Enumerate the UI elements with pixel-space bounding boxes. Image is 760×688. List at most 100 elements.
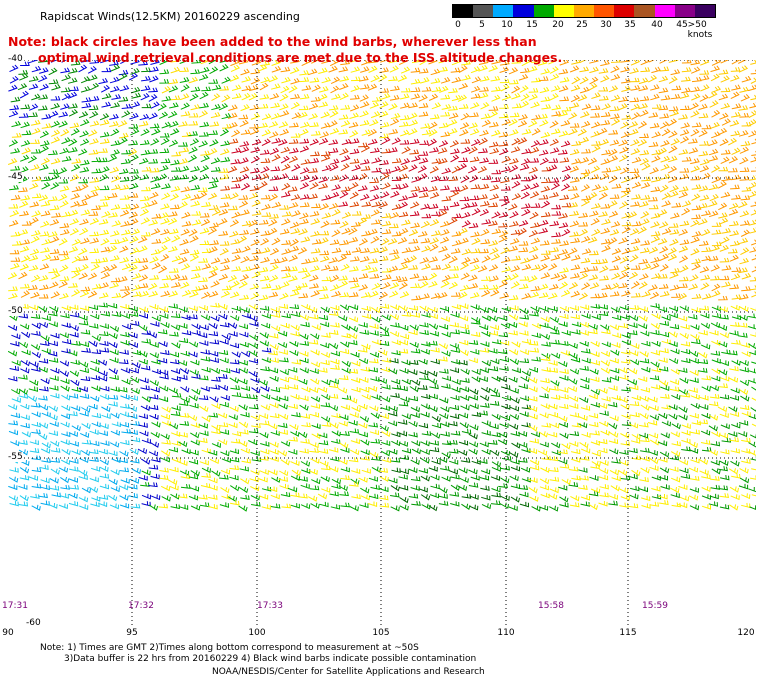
wind-barb — [331, 478, 341, 485]
wind-barb — [90, 440, 100, 447]
wind-barb — [670, 69, 681, 76]
lon-label-120: 120 — [737, 628, 755, 638]
wind-barb — [39, 464, 49, 470]
wind-barb — [129, 247, 140, 255]
wind-barb — [280, 440, 291, 447]
wind-barb — [150, 249, 161, 256]
wind-barb — [659, 380, 669, 387]
wind-barb — [441, 452, 451, 459]
wind-barb — [28, 304, 39, 311]
wind-barb — [480, 341, 490, 348]
wind-barb — [458, 412, 469, 419]
wind-barb — [31, 210, 42, 218]
wind-barb — [310, 96, 321, 102]
wind-barb — [180, 84, 190, 92]
wind-barb — [349, 148, 360, 155]
wind-barb — [441, 253, 451, 261]
wind-barb — [521, 338, 532, 345]
wind-barb — [328, 65, 338, 73]
wind-barb — [190, 504, 201, 511]
wind-barb — [321, 332, 331, 338]
wind-barb — [119, 349, 129, 355]
wind-barb — [648, 141, 659, 148]
wind-barb — [478, 284, 489, 290]
wind-barb — [431, 158, 442, 164]
wind-barb — [110, 140, 121, 146]
wind-barb — [30, 493, 40, 499]
wind-barb — [280, 281, 290, 289]
wind-barb — [317, 386, 328, 393]
wind-barb — [479, 347, 490, 353]
wind-barb — [208, 79, 219, 84]
wind-barb — [311, 324, 321, 331]
wind-barb — [140, 385, 150, 391]
wind-barb — [708, 200, 718, 207]
wind-barb — [569, 165, 580, 173]
wind-barb — [428, 340, 438, 346]
wind-barb — [321, 165, 332, 172]
wind-barb — [140, 139, 150, 146]
wind-barb — [218, 422, 229, 428]
wind-barb — [109, 325, 119, 333]
wind-barb — [590, 341, 600, 348]
wind-barb — [168, 110, 178, 119]
wind-barb — [648, 450, 658, 456]
wind-barb — [399, 227, 409, 236]
wind-barb — [691, 76, 702, 83]
wind-barb — [219, 174, 230, 180]
wind-barb — [121, 229, 131, 236]
wind-barb — [89, 177, 100, 183]
wind-barb — [181, 211, 191, 219]
wind-barb — [491, 228, 502, 235]
wind-barb — [691, 339, 701, 345]
wind-barb — [398, 339, 408, 346]
wind-barb — [381, 168, 392, 174]
wind-barb — [198, 284, 209, 291]
wind-barb — [700, 343, 711, 350]
wind-barb — [638, 85, 649, 92]
wind-barb — [288, 275, 298, 282]
wind-barb — [480, 238, 491, 245]
wind-barb — [658, 366, 669, 372]
wind-barb — [651, 486, 661, 492]
wind-barb — [218, 217, 228, 226]
wind-barb — [429, 191, 440, 199]
wind-barb — [509, 112, 520, 118]
wind-barb — [728, 406, 738, 413]
wind-barb — [558, 85, 569, 92]
wind-barb — [488, 348, 498, 354]
wind-barb — [668, 145, 678, 154]
wind-barb — [458, 291, 468, 300]
wind-barb — [587, 157, 598, 166]
wind-barb — [619, 201, 629, 209]
wind-barb — [699, 395, 709, 401]
wind-barb — [240, 209, 250, 216]
wind-barb — [509, 349, 519, 356]
wind-barb — [518, 247, 529, 253]
wind-barb — [388, 265, 399, 273]
wind-barb — [351, 406, 361, 413]
wind-barb — [38, 105, 48, 111]
wind-barb — [628, 315, 639, 322]
wind-barb — [649, 465, 659, 472]
wind-barb — [639, 157, 650, 166]
wind-barb — [608, 237, 618, 245]
wind-barb — [318, 137, 329, 145]
wind-barb — [28, 264, 39, 272]
wind-barb — [491, 492, 501, 498]
wind-barb — [251, 199, 261, 207]
wind-barb — [528, 119, 538, 128]
wind-barb — [510, 229, 521, 235]
wind-barb — [68, 109, 79, 117]
wind-barb — [278, 138, 288, 146]
wind-barb — [741, 186, 752, 192]
wind-barb — [310, 218, 321, 225]
wind-barb — [58, 466, 69, 473]
wind-barb — [470, 231, 480, 238]
wind-barb — [288, 367, 298, 373]
wind-barb — [500, 465, 510, 471]
wind-barb — [341, 360, 351, 368]
wind-barb — [460, 139, 471, 144]
wind-barb — [109, 441, 120, 448]
wind-barb — [120, 158, 131, 165]
